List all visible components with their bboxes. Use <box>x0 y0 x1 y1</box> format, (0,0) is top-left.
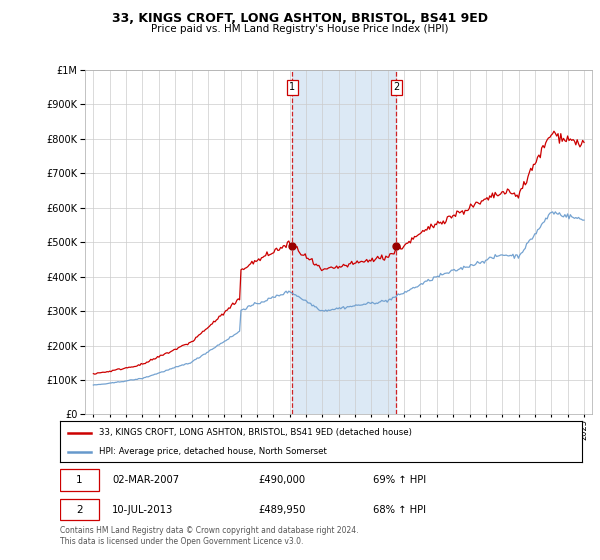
Text: 02-MAR-2007: 02-MAR-2007 <box>112 475 179 485</box>
Bar <box>292 70 397 414</box>
FancyBboxPatch shape <box>60 499 99 520</box>
Text: 33, KINGS CROFT, LONG ASHTON, BRISTOL, BS41 9ED (detached house): 33, KINGS CROFT, LONG ASHTON, BRISTOL, B… <box>99 428 412 437</box>
Text: 2: 2 <box>76 505 83 515</box>
Text: 10-JUL-2013: 10-JUL-2013 <box>112 505 173 515</box>
Text: 68% ↑ HPI: 68% ↑ HPI <box>373 505 426 515</box>
Text: 2: 2 <box>394 82 400 92</box>
Text: 1: 1 <box>289 82 295 92</box>
Text: 1: 1 <box>76 475 83 485</box>
Text: Contains HM Land Registry data © Crown copyright and database right 2024.
This d: Contains HM Land Registry data © Crown c… <box>60 526 359 546</box>
Text: HPI: Average price, detached house, North Somerset: HPI: Average price, detached house, Nort… <box>99 447 327 456</box>
FancyBboxPatch shape <box>60 469 99 491</box>
Text: £489,950: £489,950 <box>259 505 306 515</box>
Text: Price paid vs. HM Land Registry's House Price Index (HPI): Price paid vs. HM Land Registry's House … <box>151 24 449 34</box>
Text: £490,000: £490,000 <box>259 475 305 485</box>
Text: 69% ↑ HPI: 69% ↑ HPI <box>373 475 427 485</box>
Text: 33, KINGS CROFT, LONG ASHTON, BRISTOL, BS41 9ED: 33, KINGS CROFT, LONG ASHTON, BRISTOL, B… <box>112 12 488 25</box>
